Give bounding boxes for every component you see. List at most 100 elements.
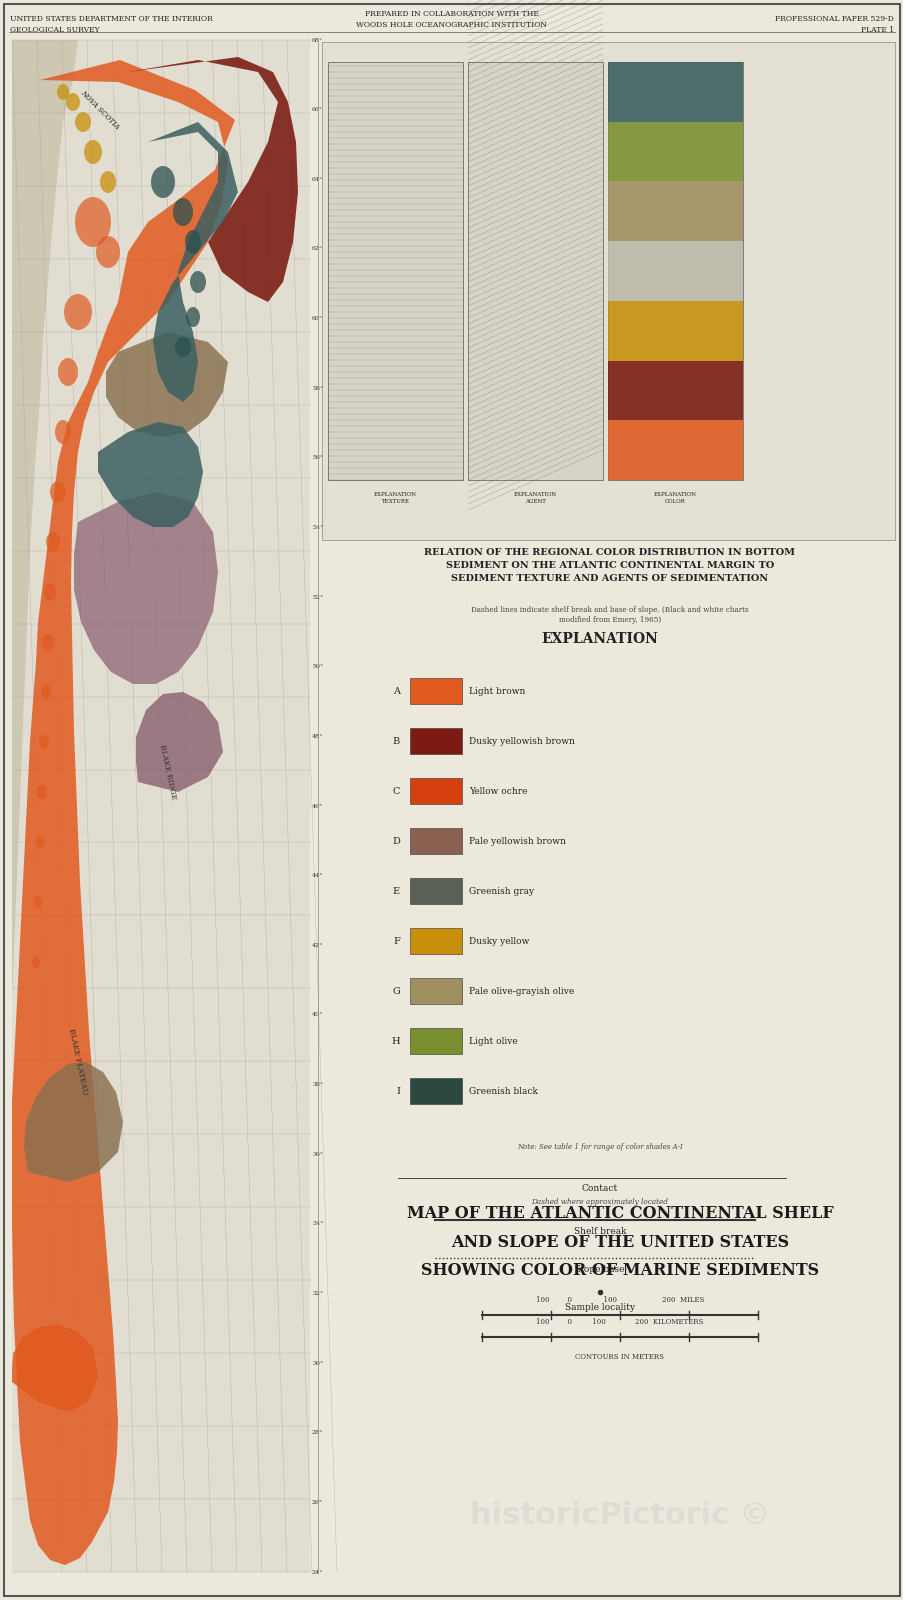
- Text: historicPictoric ©: historicPictoric ©: [470, 1501, 769, 1530]
- Ellipse shape: [96, 235, 120, 267]
- Ellipse shape: [36, 835, 44, 848]
- Text: I: I: [396, 1086, 399, 1096]
- Text: EXPLANATION
COLOR: EXPLANATION COLOR: [653, 493, 696, 504]
- Bar: [608, 301, 742, 360]
- Text: 62°: 62°: [312, 246, 322, 251]
- Text: Light olive: Light olive: [469, 1037, 517, 1045]
- Text: B: B: [392, 736, 399, 746]
- Bar: [410, 878, 461, 904]
- Bar: [410, 978, 461, 1005]
- Ellipse shape: [64, 294, 92, 330]
- Text: CONTOURS IN METERS: CONTOURS IN METERS: [575, 1354, 664, 1362]
- Text: 60°: 60°: [312, 317, 322, 322]
- Bar: [608, 360, 742, 421]
- Text: 54°: 54°: [312, 525, 323, 530]
- Polygon shape: [12, 40, 78, 1000]
- Ellipse shape: [34, 896, 42, 909]
- Bar: [410, 1029, 461, 1054]
- Bar: [608, 62, 742, 480]
- Text: 100        0         100             200  KILOMETERS: 100 0 100 200 KILOMETERS: [535, 1318, 703, 1326]
- Text: Sample locality: Sample locality: [564, 1302, 635, 1312]
- Text: A: A: [393, 686, 399, 696]
- Text: Pale olive-grayish olive: Pale olive-grayish olive: [469, 987, 573, 995]
- Text: Greenish gray: Greenish gray: [469, 886, 534, 896]
- Polygon shape: [98, 422, 203, 526]
- Ellipse shape: [39, 734, 49, 749]
- Text: 52°: 52°: [312, 595, 322, 600]
- Text: EXPLANATION
TEXTURE: EXPLANATION TEXTURE: [374, 493, 416, 504]
- Ellipse shape: [75, 112, 91, 133]
- Text: Shelf break: Shelf break: [573, 1227, 626, 1235]
- Text: Greenish black: Greenish black: [469, 1086, 537, 1096]
- Ellipse shape: [41, 685, 51, 701]
- Polygon shape: [12, 1325, 98, 1411]
- Text: EXPLANATION
AGENT: EXPLANATION AGENT: [514, 493, 556, 504]
- Text: G: G: [392, 987, 399, 995]
- Text: BLAKE RIDGE: BLAKE RIDGE: [158, 744, 178, 800]
- Ellipse shape: [175, 338, 191, 357]
- Text: 40°: 40°: [312, 1013, 323, 1018]
- Ellipse shape: [190, 270, 206, 293]
- Polygon shape: [74, 493, 218, 685]
- Ellipse shape: [32, 955, 40, 968]
- Polygon shape: [135, 691, 223, 792]
- Text: F: F: [393, 936, 399, 946]
- Ellipse shape: [57, 83, 69, 99]
- Text: PREPARED IN COLLABORATION WITH THE
WOODS HOLE OCEANOGRAPHIC INSTITUTION: PREPARED IN COLLABORATION WITH THE WOODS…: [356, 10, 547, 29]
- Text: Light brown: Light brown: [469, 686, 525, 696]
- Bar: [410, 728, 461, 754]
- Polygon shape: [148, 122, 237, 402]
- Ellipse shape: [42, 634, 54, 650]
- Polygon shape: [106, 333, 228, 437]
- Text: 36°: 36°: [312, 1152, 322, 1157]
- Text: 68°: 68°: [312, 37, 322, 43]
- Text: Dashed lines indicate shelf break and base of slope. (Black and white charts
mod: Dashed lines indicate shelf break and ba…: [470, 606, 748, 624]
- Ellipse shape: [46, 531, 60, 552]
- Text: EXPLANATION: EXPLANATION: [541, 632, 657, 646]
- Polygon shape: [24, 1062, 123, 1182]
- Bar: [608, 181, 742, 242]
- Bar: [608, 421, 742, 480]
- Text: 50°: 50°: [312, 664, 322, 669]
- Bar: [318, 0, 903, 1600]
- Text: 44°: 44°: [312, 874, 323, 878]
- Text: 32°: 32°: [312, 1291, 322, 1296]
- Text: Note: See table 1 for range of color shades A-I: Note: See table 1 for range of color sha…: [517, 1142, 682, 1150]
- Ellipse shape: [84, 141, 102, 165]
- Text: 48°: 48°: [312, 734, 323, 739]
- Text: 56°: 56°: [312, 456, 322, 461]
- Text: Yellow ochre: Yellow ochre: [469, 787, 527, 795]
- Text: Contact: Contact: [582, 1184, 618, 1194]
- Text: Dusky yellow: Dusky yellow: [469, 936, 529, 946]
- Bar: [410, 829, 461, 854]
- Text: E: E: [393, 886, 399, 896]
- Ellipse shape: [185, 230, 200, 254]
- Ellipse shape: [37, 786, 47, 798]
- Bar: [468, 62, 602, 480]
- Text: 38°: 38°: [312, 1082, 322, 1086]
- Text: PROFESSIONAL PAPER 529-D
PLATE 1: PROFESSIONAL PAPER 529-D PLATE 1: [774, 14, 893, 34]
- Text: Slope base: Slope base: [574, 1266, 624, 1274]
- Text: 30°: 30°: [312, 1360, 322, 1365]
- Ellipse shape: [151, 166, 175, 198]
- Bar: [608, 62, 742, 122]
- Bar: [410, 1078, 461, 1104]
- Bar: [608, 242, 742, 301]
- Ellipse shape: [100, 171, 116, 194]
- Polygon shape: [128, 58, 298, 302]
- Text: C: C: [392, 787, 399, 795]
- Ellipse shape: [75, 197, 111, 246]
- Ellipse shape: [44, 582, 56, 602]
- Text: NOVA SCOTIA: NOVA SCOTIA: [79, 90, 121, 131]
- Ellipse shape: [58, 358, 78, 386]
- Text: Dashed where approximately located: Dashed where approximately located: [531, 1198, 667, 1206]
- Text: 42°: 42°: [312, 942, 323, 947]
- Bar: [12, 40, 310, 1571]
- Text: Pale yellowish brown: Pale yellowish brown: [469, 837, 565, 845]
- Text: D: D: [392, 837, 399, 845]
- Ellipse shape: [186, 307, 200, 326]
- Text: H: H: [391, 1037, 399, 1045]
- Ellipse shape: [172, 198, 192, 226]
- Text: 24°: 24°: [312, 1570, 323, 1574]
- Text: 34°: 34°: [312, 1221, 323, 1226]
